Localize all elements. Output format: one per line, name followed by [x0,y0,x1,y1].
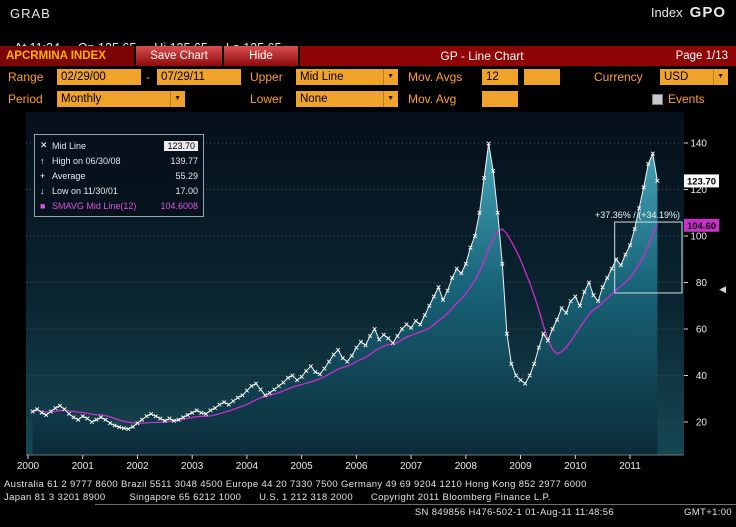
chevron-down-icon: ▼ [383,91,394,107]
svg-text:123.70: 123.70 [687,176,716,187]
legend-label: Average [52,170,86,181]
svg-text:2011: 2011 [619,461,641,470]
legend-label: Mid Line [52,140,87,151]
svg-text:2002: 2002 [126,461,149,470]
x-marker-icon: ✕ [40,140,48,150]
legend-high: ↑ High on 06/30/08 139.77 [40,153,198,168]
legend-average: + Average 55.29 [40,168,198,183]
upper-label: Upper [250,70,283,84]
footer-serial-line: SN 849856 H476-502-1 01-Aug-11 11:48:56 … [0,507,732,518]
svg-text:60: 60 [696,325,708,336]
legend-value: 139.77 [170,155,198,166]
mov-avgs-field-2[interactable] [524,69,560,85]
footer: Australia 61 2 9777 8600 Brazil 5511 304… [0,474,736,527]
svg-text:2003: 2003 [181,461,204,470]
svg-text:104.60: 104.60 [687,221,716,232]
chart-area: 20 40 60 80 100 120 140 +37.36% / (+34.19%) 2000… [0,112,736,472]
svg-text:2010: 2010 [564,461,587,470]
timezone: GMT+1:00 [684,507,732,518]
period-label: Period [8,92,43,106]
security-name: APCRMINA INDEX [0,46,134,66]
legend-mid-line: ✕ Mid Line 123.70 [40,138,198,153]
svg-text:2005: 2005 [291,461,314,470]
index-label: Index [650,5,683,20]
svg-text:+37.36% / (+34.19%): +37.36% / (+34.19%) [595,210,680,220]
title-bar: GRAB Index GPO [0,0,736,26]
mov-avg-label: Mov. Avg [408,92,457,106]
lower-label: Lower [250,92,283,106]
chevron-down-icon: ▼ [383,69,394,85]
chevron-down-icon: ▼ [170,91,181,107]
legend-label: Low on 11/30/01 [52,185,118,196]
chart-legend: ✕ Mid Line 123.70 ↑ High on 06/30/08 139… [34,134,204,217]
controls-row-2: Period Monthly ▼ Lower None ▼ Mov. Avg Eve… [0,89,736,110]
legend-value: 55.29 [175,170,198,181]
svg-text:40: 40 [696,371,708,382]
svg-text:80: 80 [696,278,708,289]
svg-text:120: 120 [690,185,707,196]
grab-command: GRAB [10,6,51,21]
chevron-down-icon: ▼ [713,69,724,85]
svg-text:2006: 2006 [345,461,368,470]
chart-toolbar: APCRMINA INDEX Save Chart Hide GP - Line… [0,46,736,66]
events-checkbox[interactable] [652,94,663,105]
save-chart-button[interactable]: Save Chart [136,46,222,66]
svg-text:2004: 2004 [236,461,259,470]
legend-low: ↓ Low on 11/30/01 17.00 [40,183,198,198]
legend-value: 123.70 [164,140,198,151]
smavg-swatch-icon: ■ [40,200,46,211]
mov-avgs-label: Mov. Avgs [408,70,463,84]
svg-text:2008: 2008 [455,461,478,470]
legend-label: SMAVG Mid Line(12) [52,200,137,211]
range-start-field[interactable]: 02/29/00 [57,69,141,85]
chart-title: GP - Line Chart [300,46,664,66]
controls-row-1: Range 02/29/00 - 07/29/11 Upper Mid Line… [0,67,736,88]
currency-select[interactable]: USD ▼ [660,69,728,85]
legend-label: High on 06/30/08 [52,155,121,166]
mov-avg-field[interactable] [482,91,518,107]
svg-text:2009: 2009 [509,461,532,470]
period-select[interactable]: Monthly ▼ [57,91,185,107]
footer-divider [95,504,736,505]
footer-contacts-1: Australia 61 2 9777 8600 Brazil 5511 304… [4,479,587,490]
hide-button[interactable]: Hide [224,46,298,66]
legend-smavg: ■ SMAVG Mid Line(12) 104.6008 [40,198,198,213]
currency-label: Currency [594,70,643,84]
serial-number: SN 849856 H476-502-1 01-Aug-11 11:48:56 [414,507,615,518]
legend-value: 17.00 [175,185,198,196]
lower-select[interactable]: None ▼ [296,91,398,107]
range-label: Range [8,70,44,84]
svg-text:2000: 2000 [17,461,40,470]
range-separator: - [146,70,150,84]
svg-text:2007: 2007 [400,461,423,470]
svg-text:20: 20 [696,418,708,429]
svg-text:100: 100 [690,232,707,243]
low-arrow-icon: ↓ [40,185,45,196]
legend-value: 104.6008 [160,200,198,211]
footer-contacts-2: Japan 81 3 3201 8900 Singapore 65 6212 1… [4,492,551,503]
svg-text:2001: 2001 [72,461,95,470]
range-end-field[interactable]: 07/29/11 [157,69,241,85]
svg-text:140: 140 [690,139,707,150]
events-label: Events [668,92,705,106]
high-arrow-icon: ↑ [40,155,45,166]
upper-select[interactable]: Mid Line ▼ [296,69,398,85]
mov-avgs-field[interactable]: 12 [482,69,518,85]
page-indicator[interactable]: Page 1/13 [664,46,736,66]
index-function: Index GPO [651,4,726,21]
function-code: GPO [689,4,726,21]
average-icon: + [40,170,46,181]
scroll-left-icon[interactable]: ◀ [719,284,726,294]
